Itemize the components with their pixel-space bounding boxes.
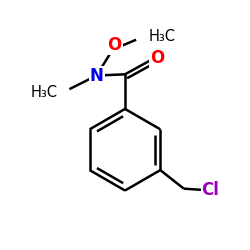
Text: Cl: Cl bbox=[202, 181, 220, 199]
Text: H₃C: H₃C bbox=[30, 85, 58, 100]
Text: N: N bbox=[90, 66, 104, 84]
Text: H₃C: H₃C bbox=[148, 29, 176, 44]
Text: O: O bbox=[108, 36, 122, 54]
Text: O: O bbox=[150, 49, 164, 67]
